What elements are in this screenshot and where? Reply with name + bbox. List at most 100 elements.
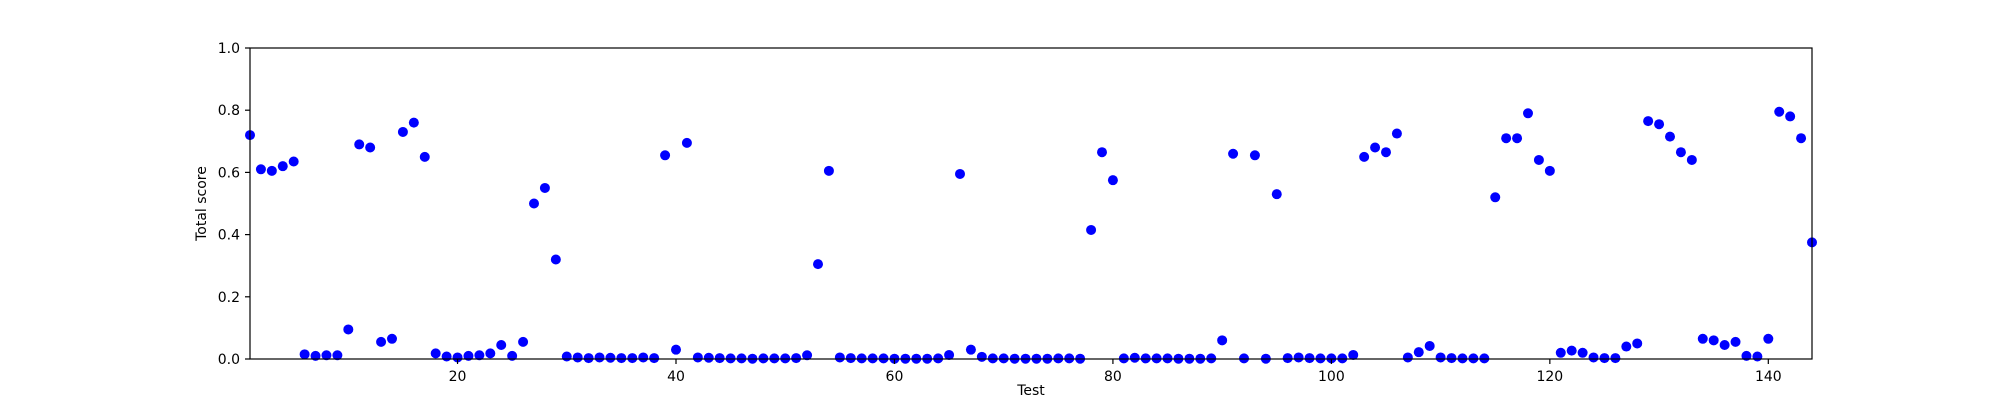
y-tick-label: 0.4 bbox=[218, 228, 240, 244]
data-point bbox=[681, 137, 692, 148]
data-point bbox=[1435, 352, 1446, 363]
data-point bbox=[1501, 133, 1512, 144]
data-point bbox=[1785, 111, 1796, 122]
data-point bbox=[725, 353, 736, 364]
data-point bbox=[1206, 353, 1217, 364]
data-point bbox=[572, 352, 583, 363]
x-tick-label: 140 bbox=[1755, 369, 1782, 385]
data-point bbox=[1555, 347, 1566, 358]
data-point bbox=[780, 353, 791, 364]
data-point bbox=[529, 198, 539, 209]
x-tick-label: 20 bbox=[449, 369, 467, 385]
data-point bbox=[1151, 353, 1162, 364]
data-point bbox=[1402, 352, 1413, 363]
data-point bbox=[1413, 347, 1424, 358]
data-point bbox=[1064, 353, 1075, 364]
data-point bbox=[1752, 351, 1763, 362]
data-point bbox=[539, 182, 550, 193]
data-point bbox=[1282, 353, 1293, 364]
data-point bbox=[878, 353, 889, 364]
data-point bbox=[1697, 333, 1708, 344]
data-point bbox=[1577, 347, 1588, 358]
data-point bbox=[714, 353, 725, 364]
data-point bbox=[1217, 335, 1228, 346]
data-point bbox=[1129, 352, 1140, 363]
data-point bbox=[419, 151, 430, 162]
data-point bbox=[1796, 133, 1807, 144]
data-point bbox=[1741, 350, 1752, 361]
data-point bbox=[1686, 154, 1697, 165]
data-point bbox=[1228, 148, 1239, 159]
data-point bbox=[299, 349, 310, 360]
data-point bbox=[1304, 353, 1315, 364]
y-tick-label: 1.0 bbox=[218, 41, 240, 57]
data-point bbox=[1675, 147, 1686, 158]
data-point bbox=[1293, 352, 1304, 363]
data-point bbox=[1490, 192, 1501, 203]
y-tick-label: 0.0 bbox=[218, 352, 240, 368]
data-point bbox=[1610, 353, 1621, 364]
data-point bbox=[638, 352, 649, 363]
data-point bbox=[703, 352, 714, 363]
data-point bbox=[1239, 353, 1249, 364]
data-point bbox=[1457, 353, 1468, 364]
data-point bbox=[1468, 353, 1479, 364]
data-point bbox=[955, 168, 965, 179]
data-point bbox=[791, 353, 802, 364]
data-point bbox=[867, 353, 878, 364]
data-point bbox=[965, 344, 976, 355]
data-point bbox=[1599, 353, 1610, 364]
x-tick-label: 80 bbox=[1104, 369, 1122, 385]
data-point bbox=[387, 333, 397, 344]
data-point bbox=[1479, 353, 1490, 364]
data-point bbox=[1665, 131, 1675, 142]
data-point bbox=[976, 351, 987, 362]
data-point bbox=[627, 353, 638, 364]
data-point bbox=[736, 353, 747, 364]
data-point bbox=[550, 254, 561, 265]
data-point bbox=[1053, 353, 1064, 364]
x-tick-label: 40 bbox=[667, 369, 685, 385]
data-point bbox=[288, 156, 299, 167]
data-point bbox=[660, 150, 671, 161]
data-point bbox=[1140, 353, 1151, 364]
data-point bbox=[1162, 353, 1173, 364]
data-point bbox=[310, 350, 321, 361]
data-point bbox=[255, 164, 266, 175]
data-point bbox=[802, 350, 813, 361]
data-point bbox=[1544, 165, 1555, 176]
y-tick-label: 0.8 bbox=[218, 103, 240, 119]
y-axis-label: Total score bbox=[194, 166, 210, 242]
data-point bbox=[845, 353, 856, 364]
data-point bbox=[1359, 151, 1370, 162]
data-point bbox=[452, 352, 463, 363]
data-point bbox=[649, 353, 660, 364]
data-point bbox=[1566, 345, 1577, 356]
data-point bbox=[758, 353, 769, 364]
y-tick-label: 0.6 bbox=[218, 165, 240, 181]
data-point bbox=[354, 139, 365, 150]
data-point bbox=[1763, 333, 1774, 344]
data-point bbox=[343, 324, 354, 335]
data-point bbox=[616, 353, 627, 364]
data-point bbox=[561, 351, 572, 362]
data-point bbox=[441, 351, 452, 362]
data-point bbox=[856, 353, 867, 364]
data-point bbox=[1118, 353, 1129, 364]
data-point bbox=[692, 352, 703, 363]
data-point bbox=[321, 350, 332, 361]
data-point bbox=[605, 352, 616, 363]
data-point bbox=[1381, 147, 1391, 158]
x-axis-ticks: 20 40 60 80 100 120 140 bbox=[449, 359, 1782, 385]
data-point bbox=[1533, 154, 1544, 165]
data-point bbox=[1370, 142, 1381, 153]
data-point bbox=[987, 353, 998, 364]
data-point bbox=[1446, 353, 1457, 364]
data-point bbox=[1348, 349, 1359, 360]
data-point bbox=[671, 344, 681, 355]
data-point bbox=[507, 350, 518, 361]
data-point bbox=[496, 340, 507, 350]
data-point bbox=[463, 350, 474, 361]
data-point bbox=[769, 353, 780, 364]
data-point bbox=[408, 117, 419, 128]
